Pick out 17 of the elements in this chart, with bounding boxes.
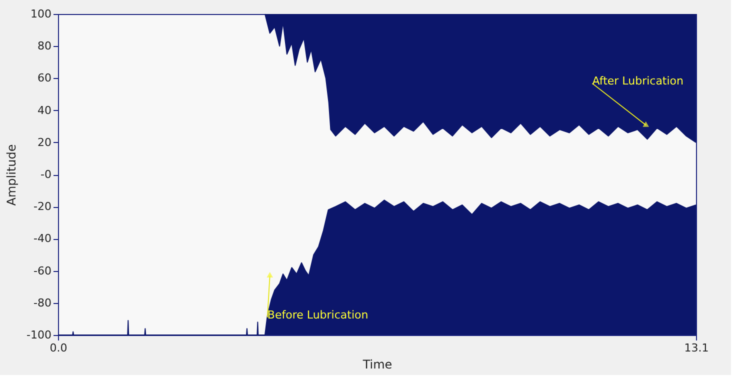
annotation: After Lubrication	[592, 74, 684, 88]
y-tick-label: -60	[34, 264, 52, 278]
annotation: Before Lubrication	[267, 308, 368, 322]
y-tick-label: -20	[34, 200, 52, 214]
y-tick-label: 20	[38, 136, 52, 149]
y-tick-label: -0	[40, 168, 52, 181]
x-tick-label: 13.1	[684, 342, 709, 354]
x-tick-label: 0.0	[50, 342, 68, 354]
y-tick-label: 80	[38, 40, 52, 53]
y-tick-label: 100	[30, 8, 52, 20]
y-axis-title: Amplitude	[4, 144, 19, 206]
x-axis-title: Time	[362, 358, 392, 372]
y-tick-label: -40	[34, 232, 52, 246]
y-tick-label: 40	[38, 104, 52, 117]
y-tick-label: -80	[34, 296, 52, 310]
y-tick-label: 60	[38, 72, 52, 85]
y-tick-label: -100	[26, 328, 52, 342]
